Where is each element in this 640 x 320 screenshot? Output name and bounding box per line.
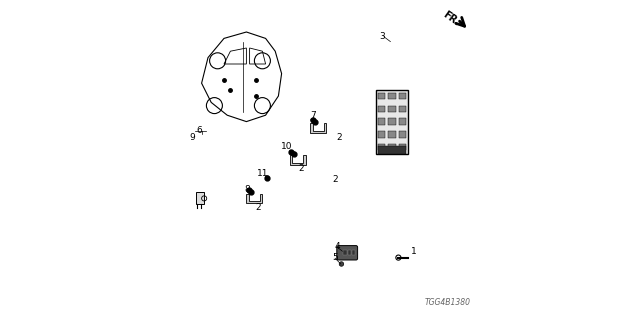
Bar: [378, 93, 385, 99]
Text: 5: 5: [332, 253, 338, 262]
Bar: [196, 192, 205, 204]
Bar: [378, 131, 385, 138]
Polygon shape: [246, 194, 262, 203]
Bar: [378, 146, 406, 154]
Bar: [348, 250, 351, 255]
Text: 4: 4: [334, 242, 340, 251]
Text: 2: 2: [298, 164, 303, 173]
Text: 2: 2: [337, 133, 342, 142]
Text: 6: 6: [196, 126, 202, 135]
Bar: [388, 106, 396, 112]
Bar: [399, 118, 406, 125]
Text: 10: 10: [282, 142, 292, 151]
Text: 8: 8: [244, 185, 250, 194]
Bar: [399, 106, 406, 112]
Circle shape: [339, 262, 344, 266]
Text: 2: 2: [333, 175, 338, 184]
Bar: [352, 250, 355, 255]
Bar: [378, 106, 385, 112]
Bar: [388, 93, 396, 99]
Bar: [399, 93, 406, 99]
Bar: [399, 131, 406, 138]
Text: FR.: FR.: [441, 10, 461, 28]
Bar: [388, 144, 396, 150]
Text: 2: 2: [256, 203, 261, 212]
FancyBboxPatch shape: [337, 246, 358, 260]
Text: 3: 3: [379, 32, 385, 41]
Bar: [399, 144, 406, 150]
Text: 7: 7: [310, 111, 316, 120]
Text: 9: 9: [189, 133, 195, 142]
Polygon shape: [310, 123, 326, 133]
Bar: [388, 131, 396, 138]
Bar: [344, 250, 347, 255]
Text: TGG4B1380: TGG4B1380: [424, 298, 470, 307]
Bar: [388, 118, 396, 125]
Text: 1: 1: [411, 247, 417, 256]
Polygon shape: [290, 155, 306, 165]
FancyBboxPatch shape: [376, 90, 408, 154]
Bar: [378, 118, 385, 125]
Bar: [378, 144, 385, 150]
Text: 11: 11: [257, 169, 268, 178]
